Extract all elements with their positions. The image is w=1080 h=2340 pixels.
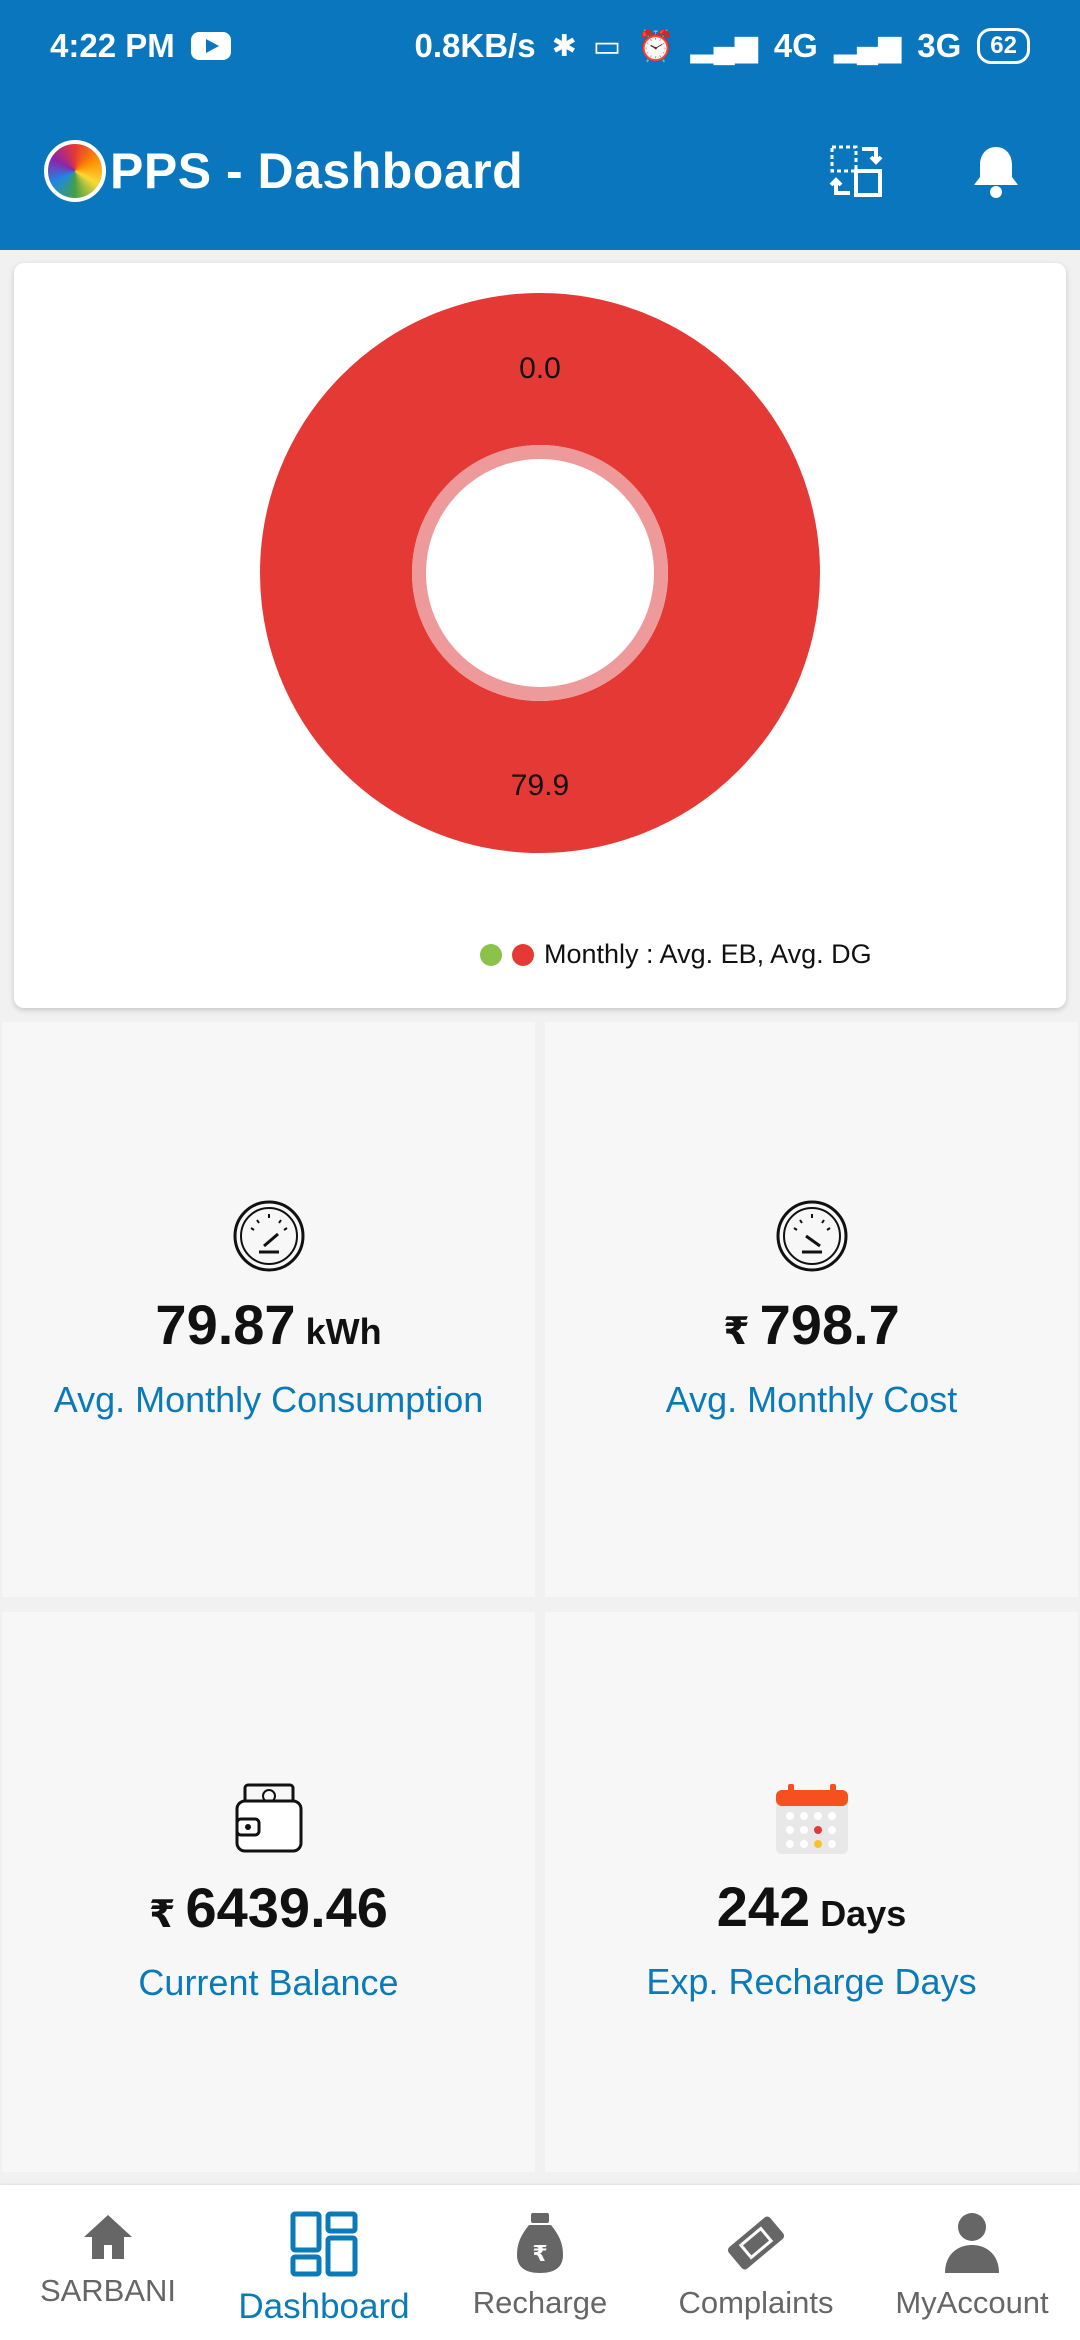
tile-avg-consumption[interactable]: 79.87 kWh Avg. Monthly Consumption (2, 1022, 535, 1597)
balance-value-row: ₹ 6439.46 (149, 1875, 388, 1940)
vibrate-icon: ▭ (592, 29, 622, 63)
donut-hole (412, 445, 668, 701)
recharge-days-value: 242 (716, 1874, 811, 1938)
switch-account-icon (829, 145, 883, 197)
nav-home[interactable]: SARBANI (0, 2185, 216, 2309)
consumption-chart-card: 0.0 79.9 Monthly : Avg. EB, Avg. DG (14, 263, 1066, 1008)
dashboard-icon (290, 2211, 358, 2277)
rupee-symbol: ₹ (149, 1893, 176, 1936)
avg-cost-label: Avg. Monthly Cost (665, 1379, 958, 1420)
recharge-days-label: Exp. Recharge Days (646, 1960, 977, 2002)
balance-value: 6439.46 (185, 1875, 388, 1939)
tile-avg-cost[interactable]: ₹ 798.7 Avg. Monthly Cost (545, 1022, 1078, 1597)
nav-recharge[interactable]: ₹ Recharge (432, 2185, 648, 2321)
calendar-icon (775, 1783, 848, 1854)
recharge-days-unit: Days (820, 1892, 907, 1934)
nav-myaccount[interactable]: MyAccount (864, 2185, 1080, 2321)
nav-dashboard-label: Dashboard (238, 2287, 410, 2326)
network-type-1: 4G (773, 27, 818, 64)
wallet-icon (235, 1783, 302, 1852)
nav-recharge-label: Recharge (472, 2285, 608, 2320)
network-speed: 0.8KB/s (414, 27, 536, 64)
tile-exp-recharge-days[interactable]: 242 Days Exp. Recharge Days (545, 1612, 1078, 2172)
legend-dot-dg (512, 943, 534, 966)
avg-consumption-value: 79.87 (155, 1293, 296, 1356)
donut-data-label: 79.9 (511, 769, 569, 802)
avg-cost-value: 798.7 (759, 1293, 900, 1356)
network-type-2: 3G (917, 27, 962, 64)
recharge-days-value-row: 242 Days (717, 1874, 907, 1939)
status-time: 4:22 PM (50, 27, 175, 64)
avg-consumption-unit: kWh (305, 1311, 382, 1352)
balance-label: Current Balance (138, 1961, 399, 2003)
avg-consumption-label: Avg. Monthly Consumption (53, 1379, 484, 1420)
chart-legend: Monthly : Avg. EB, Avg. DG (480, 939, 872, 970)
person-icon (945, 2213, 999, 2273)
status-bar: 4:22 PM 0.8KB/s ✱ ▭ ⏰ ▂▄▆ 4G ▂▄▆ 3G 62 (0, 0, 1080, 92)
avg-cost-value-row: ₹ 798.7 (723, 1292, 900, 1357)
nav-home-label: SARBANI (39, 2273, 177, 2308)
ticket-icon (727, 2216, 785, 2270)
bluetooth-icon: ✱ (551, 29, 577, 63)
app-logo (44, 140, 106, 202)
speedometer-icon (233, 1200, 304, 1272)
money-bag-icon: ₹ (517, 2213, 563, 2273)
nav-complaints-label: Complaints (678, 2285, 834, 2320)
donut-data-label: 0.0 (519, 352, 561, 385)
home-icon (84, 2215, 132, 2259)
avg-consumption-value-row: 79.87 kWh (155, 1292, 381, 1357)
signal-icon: ▂▄▆ (690, 29, 758, 63)
signal-icon-2: ▂▄▆ (833, 29, 902, 63)
legend-text: Monthly : Avg. EB, Avg. DG (544, 939, 872, 969)
nav-complaints[interactable]: Complaints (648, 2185, 864, 2321)
battery-indicator: 62 (977, 28, 1030, 64)
youtube-icon (190, 32, 231, 60)
app-bar: PPS - Dashboard (0, 92, 1080, 250)
switch-account-button[interactable] (826, 141, 886, 201)
speedometer-icon (776, 1200, 847, 1272)
rupee-symbol: ₹ (723, 1311, 750, 1353)
alarm-icon: ⏰ (637, 29, 675, 63)
tile-current-balance[interactable]: ₹ 6439.46 Current Balance (2, 1612, 535, 2172)
nav-dashboard[interactable]: Dashboard (216, 2185, 432, 2327)
page-title: PPS - Dashboard (110, 143, 524, 199)
bell-icon (974, 147, 1018, 198)
legend-dot-eb (480, 943, 502, 966)
notifications-button[interactable] (966, 141, 1026, 201)
donut-chart: 0.0 79.9 (260, 293, 820, 853)
bottom-navigation: SARBANI Dashboard ₹ Recharge Complaints (0, 2185, 1080, 2340)
nav-myaccount-label: MyAccount (895, 2285, 1049, 2320)
svg-text:₹: ₹ (532, 2242, 547, 2267)
donut-slice-avg-dg[interactable] (260, 293, 820, 853)
